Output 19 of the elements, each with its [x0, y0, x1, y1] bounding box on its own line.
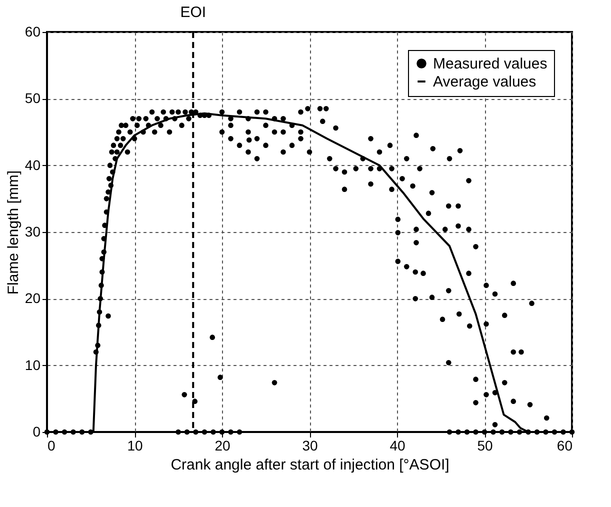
x-tick-label: 30 — [302, 438, 318, 454]
y-tick-label: 20 — [24, 290, 41, 306]
ref-line-label: EOI — [180, 4, 206, 21]
x-tick-label: 50 — [477, 438, 493, 454]
y-tick-label: 10 — [24, 356, 41, 373]
x-tick-label: 10 — [127, 438, 143, 454]
x-tick-label: 20 — [214, 438, 230, 454]
y-tick-label: 50 — [24, 90, 41, 106]
y-tick-label: 60 — [24, 24, 41, 40]
x-axis-title: Crank angle after start of injection [°ASOI] — [170, 456, 450, 474]
y-tick-label: 0 — [32, 424, 41, 440]
legend-label: Average values — [433, 74, 536, 90]
x-tick-label: 40 — [390, 438, 406, 454]
legend-label: Measured values — [433, 56, 548, 72]
x-tick-label: 0 — [48, 438, 56, 454]
y-axis-title: Flame length [mm] — [4, 170, 22, 295]
x-tick-label: 60 — [556, 438, 573, 454]
y-tick-label: 40 — [24, 156, 41, 173]
y-tick-label: 30 — [24, 224, 41, 240]
